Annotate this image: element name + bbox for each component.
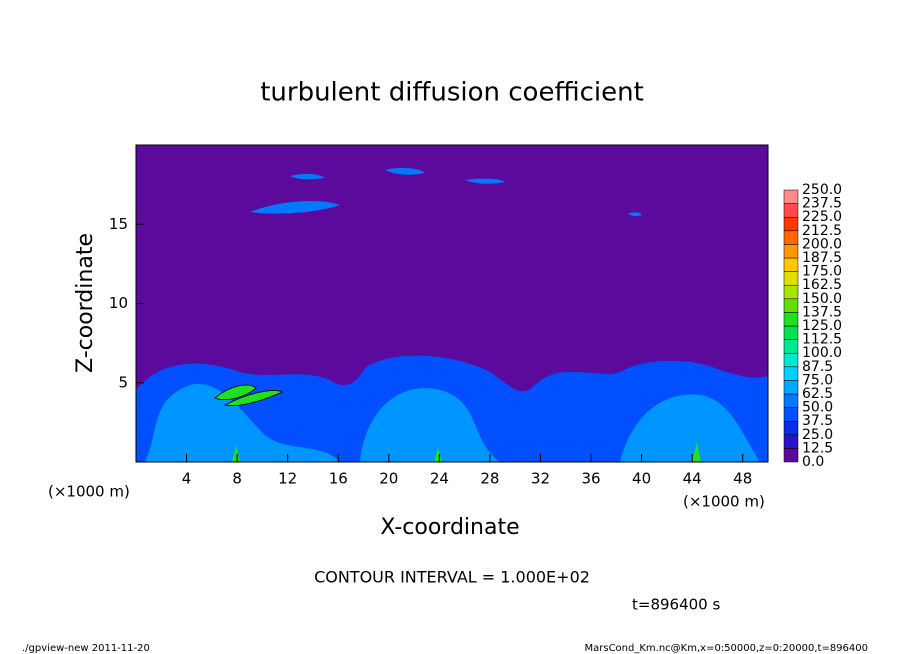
colorbar-bin	[783, 257, 799, 272]
colorbar-label: 12.5	[802, 440, 833, 456]
colorbar-bin	[783, 298, 799, 313]
colorbar-label: 225.0	[802, 209, 842, 225]
colorbar-bin	[783, 339, 799, 354]
colorbar-bin	[783, 352, 799, 368]
field-patch	[250, 167, 642, 217]
colorbar-label: 125.0	[802, 318, 842, 334]
x-tick-label: 12	[278, 470, 297, 488]
colorbar-bin	[783, 244, 799, 259]
colorbar-bin	[783, 420, 799, 436]
colorbar-label: 137.5	[802, 304, 842, 320]
x-tick-label: 24	[430, 470, 449, 488]
colorbar-bin	[783, 380, 799, 395]
colorbar-bin	[783, 189, 799, 204]
chart-title: turbulent diffusion coefficient	[260, 78, 644, 108]
colorbar-label: 87.5	[802, 359, 833, 375]
colorbar-bin	[783, 325, 799, 340]
colorbar-label: 237.5	[802, 196, 842, 212]
colorbar-label: 250.0	[802, 182, 842, 198]
x-tick-label: 48	[733, 470, 752, 488]
colorbar-bin	[783, 216, 799, 232]
colorbar-label: 112.5	[802, 332, 842, 348]
colorbar-label: 200.0	[802, 236, 842, 252]
x-tick-label: 20	[379, 470, 398, 488]
colorbar-bin	[783, 448, 799, 463]
x-tick-label: 44	[683, 470, 702, 488]
colorbar-label: 0.0	[802, 454, 824, 470]
x-tick-label: 40	[632, 470, 651, 488]
time-label: t=896400 s	[632, 596, 720, 614]
colorbar-label: 37.5	[802, 413, 833, 429]
colorbar-bin	[783, 407, 799, 422]
colorbar-bin	[783, 284, 799, 300]
colorbar-label: 212.5	[802, 223, 842, 239]
colorbar-label: 175.0	[802, 264, 842, 280]
colorbar-bin	[783, 393, 799, 408]
unit-label: (×1000 m)	[683, 493, 765, 511]
colorbar-bin	[783, 271, 799, 286]
x-tick-label: 16	[329, 470, 348, 488]
colorbar-label: 62.5	[802, 386, 833, 402]
colorbar-bin	[783, 312, 799, 327]
y-tick-label: 15	[109, 215, 128, 233]
footer-left: ./gpview-new 2011-11-20	[22, 643, 150, 654]
y-tick-label: 5	[118, 373, 128, 391]
field-patch	[360, 388, 500, 462]
y-tick-label: 10	[109, 294, 128, 312]
field	[135, 144, 769, 463]
x-tick-label: 4	[182, 470, 192, 488]
colorbar-bin	[783, 366, 799, 381]
field-patch	[620, 394, 760, 462]
colorbar-bin	[783, 203, 799, 218]
x-tick-label: 36	[581, 470, 600, 488]
x-tick-label: 28	[480, 470, 499, 488]
colorbar-label: 150.0	[802, 291, 842, 307]
x-tick-label: 32	[531, 470, 550, 488]
y-axis-label: Z-coordinate	[73, 233, 98, 373]
field-patch	[214, 384, 257, 400]
colorbar-label: 100.0	[802, 345, 842, 361]
field-patch	[145, 384, 340, 462]
colorbar-label: 50.0	[802, 400, 833, 416]
colorbar-bin	[783, 230, 799, 245]
field-patch	[223, 390, 283, 407]
x-tick-label: 8	[232, 470, 242, 488]
colorbar-label: 187.5	[802, 250, 842, 266]
footer-right: MarsCond_Km.nc@Km,x=0:50000,z=0:20000,t=…	[585, 643, 869, 654]
unit-label: (×1000 m)	[48, 483, 130, 501]
colorbar-bin	[783, 434, 799, 449]
colorbar-label: 162.5	[802, 277, 842, 293]
colorbar-label: 25.0	[802, 427, 833, 443]
colorbar-label: 75.0	[802, 372, 833, 388]
x-axis-label: X-coordinate	[380, 515, 519, 540]
contour-interval: CONTOUR INTERVAL = 1.000E+02	[314, 568, 590, 587]
